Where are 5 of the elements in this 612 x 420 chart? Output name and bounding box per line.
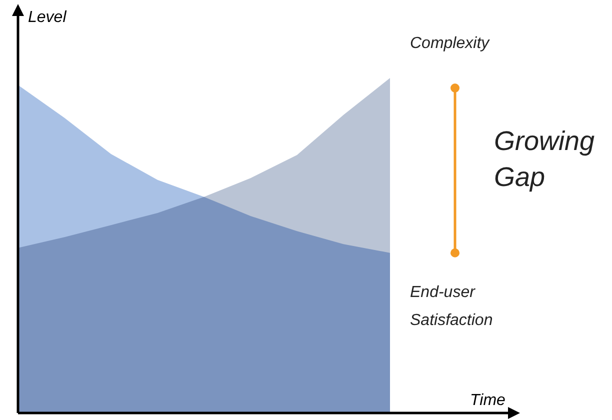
text: Complexity bbox=[410, 35, 490, 52]
y-axis-title: Level bbox=[28, 9, 67, 26]
text: Growing Gap bbox=[494, 126, 595, 192]
x-axis-title: Time bbox=[470, 392, 506, 409]
series-label: End-user Satisfaction bbox=[410, 284, 493, 329]
